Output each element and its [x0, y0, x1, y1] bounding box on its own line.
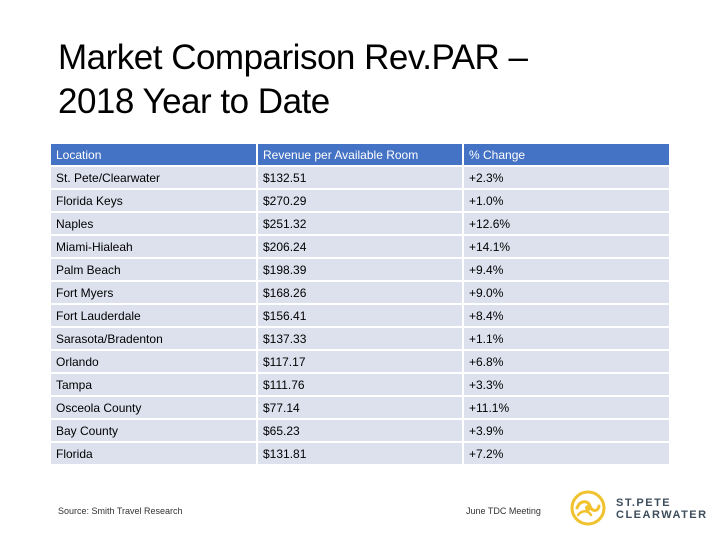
- table-row: Sarasota/Bradenton $137.33 +1.1%: [51, 328, 671, 351]
- header-revpar: Revenue per Available Room: [258, 144, 464, 167]
- cell-change: +9.0%: [464, 282, 671, 305]
- cell-revpar: $137.33: [258, 328, 464, 351]
- cell-change: +3.3%: [464, 374, 671, 397]
- cell-location: St. Pete/Clearwater: [51, 167, 258, 190]
- cell-location: Fort Lauderdale: [51, 305, 258, 328]
- st-pete-clearwater-logo: ST.PETE CLEARWATER: [568, 488, 708, 528]
- cell-revpar: $270.29: [258, 190, 464, 213]
- cell-revpar: $111.76: [258, 374, 464, 397]
- slide-title-line2: 2018 Year to Date: [58, 82, 330, 121]
- cell-location: Miami-Hialeah: [51, 236, 258, 259]
- cell-change: +8.4%: [464, 305, 671, 328]
- table-row: Miami-Hialeah $206.24 +14.1%: [51, 236, 671, 259]
- cell-change: +1.0%: [464, 190, 671, 213]
- source-note: Source: Smith Travel Research: [58, 506, 183, 516]
- table-row: Bay County $65.23 +3.9%: [51, 420, 671, 443]
- cell-location: Sarasota/Bradenton: [51, 328, 258, 351]
- table-row: St. Pete/Clearwater $132.51 +2.3%: [51, 167, 671, 190]
- cell-revpar: $77.14: [258, 397, 464, 420]
- cell-location: Tampa: [51, 374, 258, 397]
- cell-change: +9.4%: [464, 259, 671, 282]
- cell-revpar: $117.17: [258, 351, 464, 374]
- cell-revpar: $168.26: [258, 282, 464, 305]
- table-row: Orlando $117.17 +6.8%: [51, 351, 671, 374]
- cell-revpar: $251.32: [258, 213, 464, 236]
- cell-location: Bay County: [51, 420, 258, 443]
- header-change: % Change: [464, 144, 671, 167]
- cell-location: Osceola County: [51, 397, 258, 420]
- revpar-comparison-table: Location Revenue per Available Room % Ch…: [51, 144, 671, 466]
- logo-line1: ST.PETE: [616, 497, 672, 509]
- meeting-label: June TDC Meeting: [466, 506, 541, 516]
- cell-revpar: $198.39: [258, 259, 464, 282]
- cell-location: Orlando: [51, 351, 258, 374]
- cell-change: +14.1%: [464, 236, 671, 259]
- cell-change: +11.1%: [464, 397, 671, 420]
- slide-title-line1: Market Comparison Rev.PAR –: [58, 38, 528, 77]
- table-row: Tampa $111.76 +3.3%: [51, 374, 671, 397]
- cell-location: Palm Beach: [51, 259, 258, 282]
- cell-location: Florida: [51, 443, 258, 466]
- table-row: Osceola County $77.14 +11.1%: [51, 397, 671, 420]
- cell-revpar: $206.24: [258, 236, 464, 259]
- cell-change: +1.1%: [464, 328, 671, 351]
- cell-change: +2.3%: [464, 167, 671, 190]
- logo-line2: CLEARWATER: [616, 509, 708, 521]
- cell-revpar: $132.51: [258, 167, 464, 190]
- cell-change: +12.6%: [464, 213, 671, 236]
- table-header-row: Location Revenue per Available Room % Ch…: [51, 144, 671, 167]
- table-row: Fort Myers $168.26 +9.0%: [51, 282, 671, 305]
- logo-wordmark: ST.PETE CLEARWATER: [616, 497, 708, 521]
- cell-change: +6.8%: [464, 351, 671, 374]
- cell-location: Florida Keys: [51, 190, 258, 213]
- cell-location: Fort Myers: [51, 282, 258, 305]
- header-location: Location: [51, 144, 258, 167]
- table-row: Florida Keys $270.29 +1.0%: [51, 190, 671, 213]
- cell-change: +7.2%: [464, 443, 671, 466]
- slide-title: Market Comparison Rev.PAR – 2018 Year to…: [58, 36, 658, 124]
- table-row: Palm Beach $198.39 +9.4%: [51, 259, 671, 282]
- cell-revpar: $131.81: [258, 443, 464, 466]
- table-row: Florida $131.81 +7.2%: [51, 443, 671, 466]
- table-row: Fort Lauderdale $156.41 +8.4%: [51, 305, 671, 328]
- cell-revpar: $156.41: [258, 305, 464, 328]
- sun-swirl-icon: [570, 490, 606, 526]
- cell-change: +3.9%: [464, 420, 671, 443]
- cell-revpar: $65.23: [258, 420, 464, 443]
- table-row: Naples $251.32 +12.6%: [51, 213, 671, 236]
- cell-location: Naples: [51, 213, 258, 236]
